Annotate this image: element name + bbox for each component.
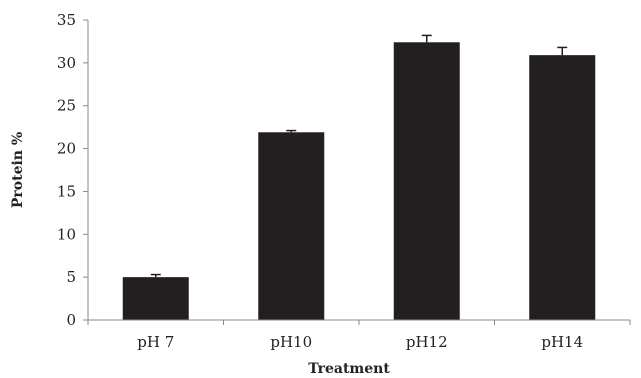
y-tick-label: 5 xyxy=(66,268,76,286)
y-tick-label: 0 xyxy=(66,311,76,329)
x-axis-title: Treatment xyxy=(308,361,390,377)
y-axis-title: Protein % xyxy=(10,132,26,208)
y-tick-label: 20 xyxy=(57,140,76,158)
x-tick-label: pH10 xyxy=(270,333,312,351)
y-tick-label: 35 xyxy=(57,11,76,29)
y-axis-ticks: 0 5 10 15 20 25 30 35 xyxy=(57,11,88,329)
y-tick-label: 10 xyxy=(57,225,76,243)
y-tick-label: 25 xyxy=(57,97,76,115)
x-tick-label: pH 7 xyxy=(137,333,174,351)
x-tick-label: pH14 xyxy=(541,333,583,351)
bar-ph10 xyxy=(258,132,325,320)
bars xyxy=(122,34,596,321)
y-tick-label: 15 xyxy=(57,182,76,200)
x-tick-label: pH12 xyxy=(406,333,448,351)
y-tick-label: 30 xyxy=(57,54,76,72)
bar-ph7 xyxy=(122,277,189,320)
x-axis-ticks: pH 7 pH10 pH12 pH14 xyxy=(87,320,631,351)
bar-ph14 xyxy=(529,55,596,321)
bar-ph12 xyxy=(393,42,460,321)
